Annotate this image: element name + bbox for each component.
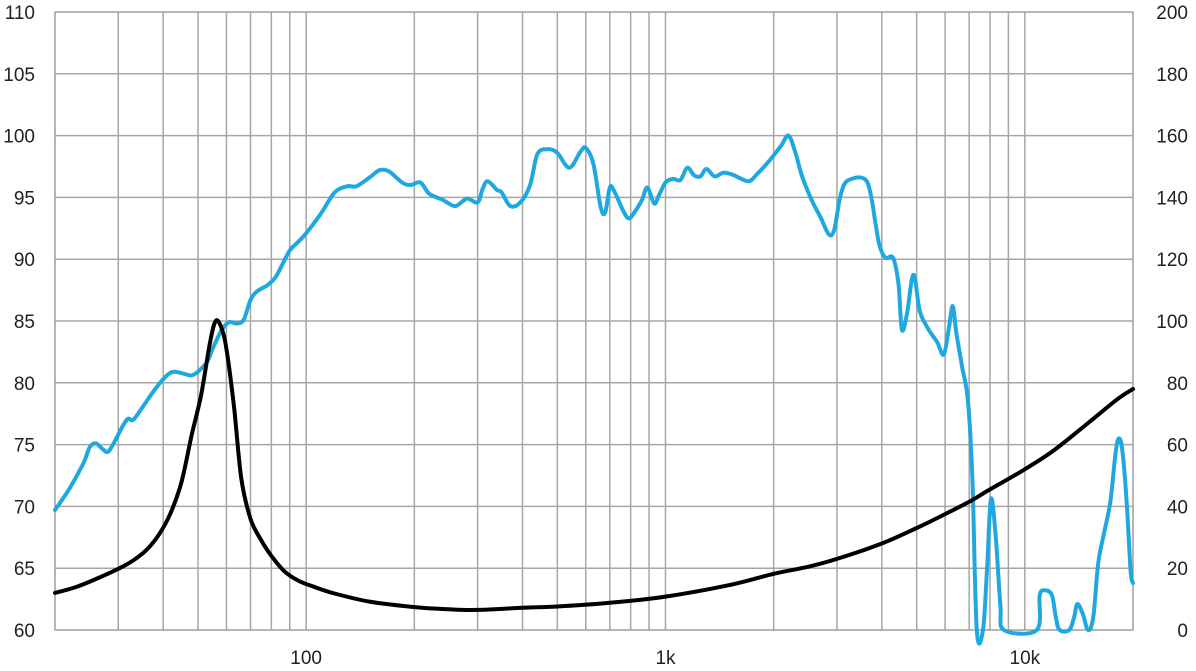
y-left-tick-label: 100 [3,127,35,148]
y-left-tick-label: 65 [14,559,35,580]
y-left-tick-label: 85 [14,312,35,333]
y-left-tick-label: 75 [14,436,35,457]
y-right-tick-label: 180 [1156,65,1188,86]
plot-frame [54,11,1134,631]
right-axis-tick-labels: 0 20 40 60 80 100 120 140 160 180 200 [1156,3,1188,642]
impedance-line [53,318,1135,613]
y-right-tick-label: 160 [1156,127,1188,148]
y-left-tick-label: 90 [14,250,35,271]
y-right-tick-label: 20 [1167,559,1188,580]
y-right-tick-label: 0 [1177,621,1188,642]
y-left-tick-label: 110 [5,3,35,24]
y-left-tick-label: 80 [14,374,35,395]
x-tick-label: 100 [290,648,322,669]
y-right-tick-label: 200 [1156,3,1188,24]
spl-response-line [53,133,1135,646]
y-right-tick-label: 60 [1167,436,1188,457]
y-right-tick-label: 100 [1156,312,1188,333]
left-axis-tick-labels: 60 65 70 75 80 85 90 95 100 105 110 [3,3,35,642]
y-left-tick-label: 95 [14,188,35,209]
x-axis-tick-labels: 100 1k 10k [290,648,1040,669]
y-left-tick-label: 70 [14,497,35,518]
y-left-tick-label: 60 [14,621,35,642]
y-right-tick-label: 40 [1167,497,1188,518]
y-left-tick-label: 105 [3,65,35,86]
x-tick-label: 1k [655,648,676,669]
y-right-tick-label: 80 [1167,374,1188,395]
y-right-tick-label: 120 [1156,250,1188,271]
series-lines [53,133,1135,646]
y-right-tick-label: 140 [1156,188,1188,209]
x-tick-label: 10k [1010,648,1041,669]
